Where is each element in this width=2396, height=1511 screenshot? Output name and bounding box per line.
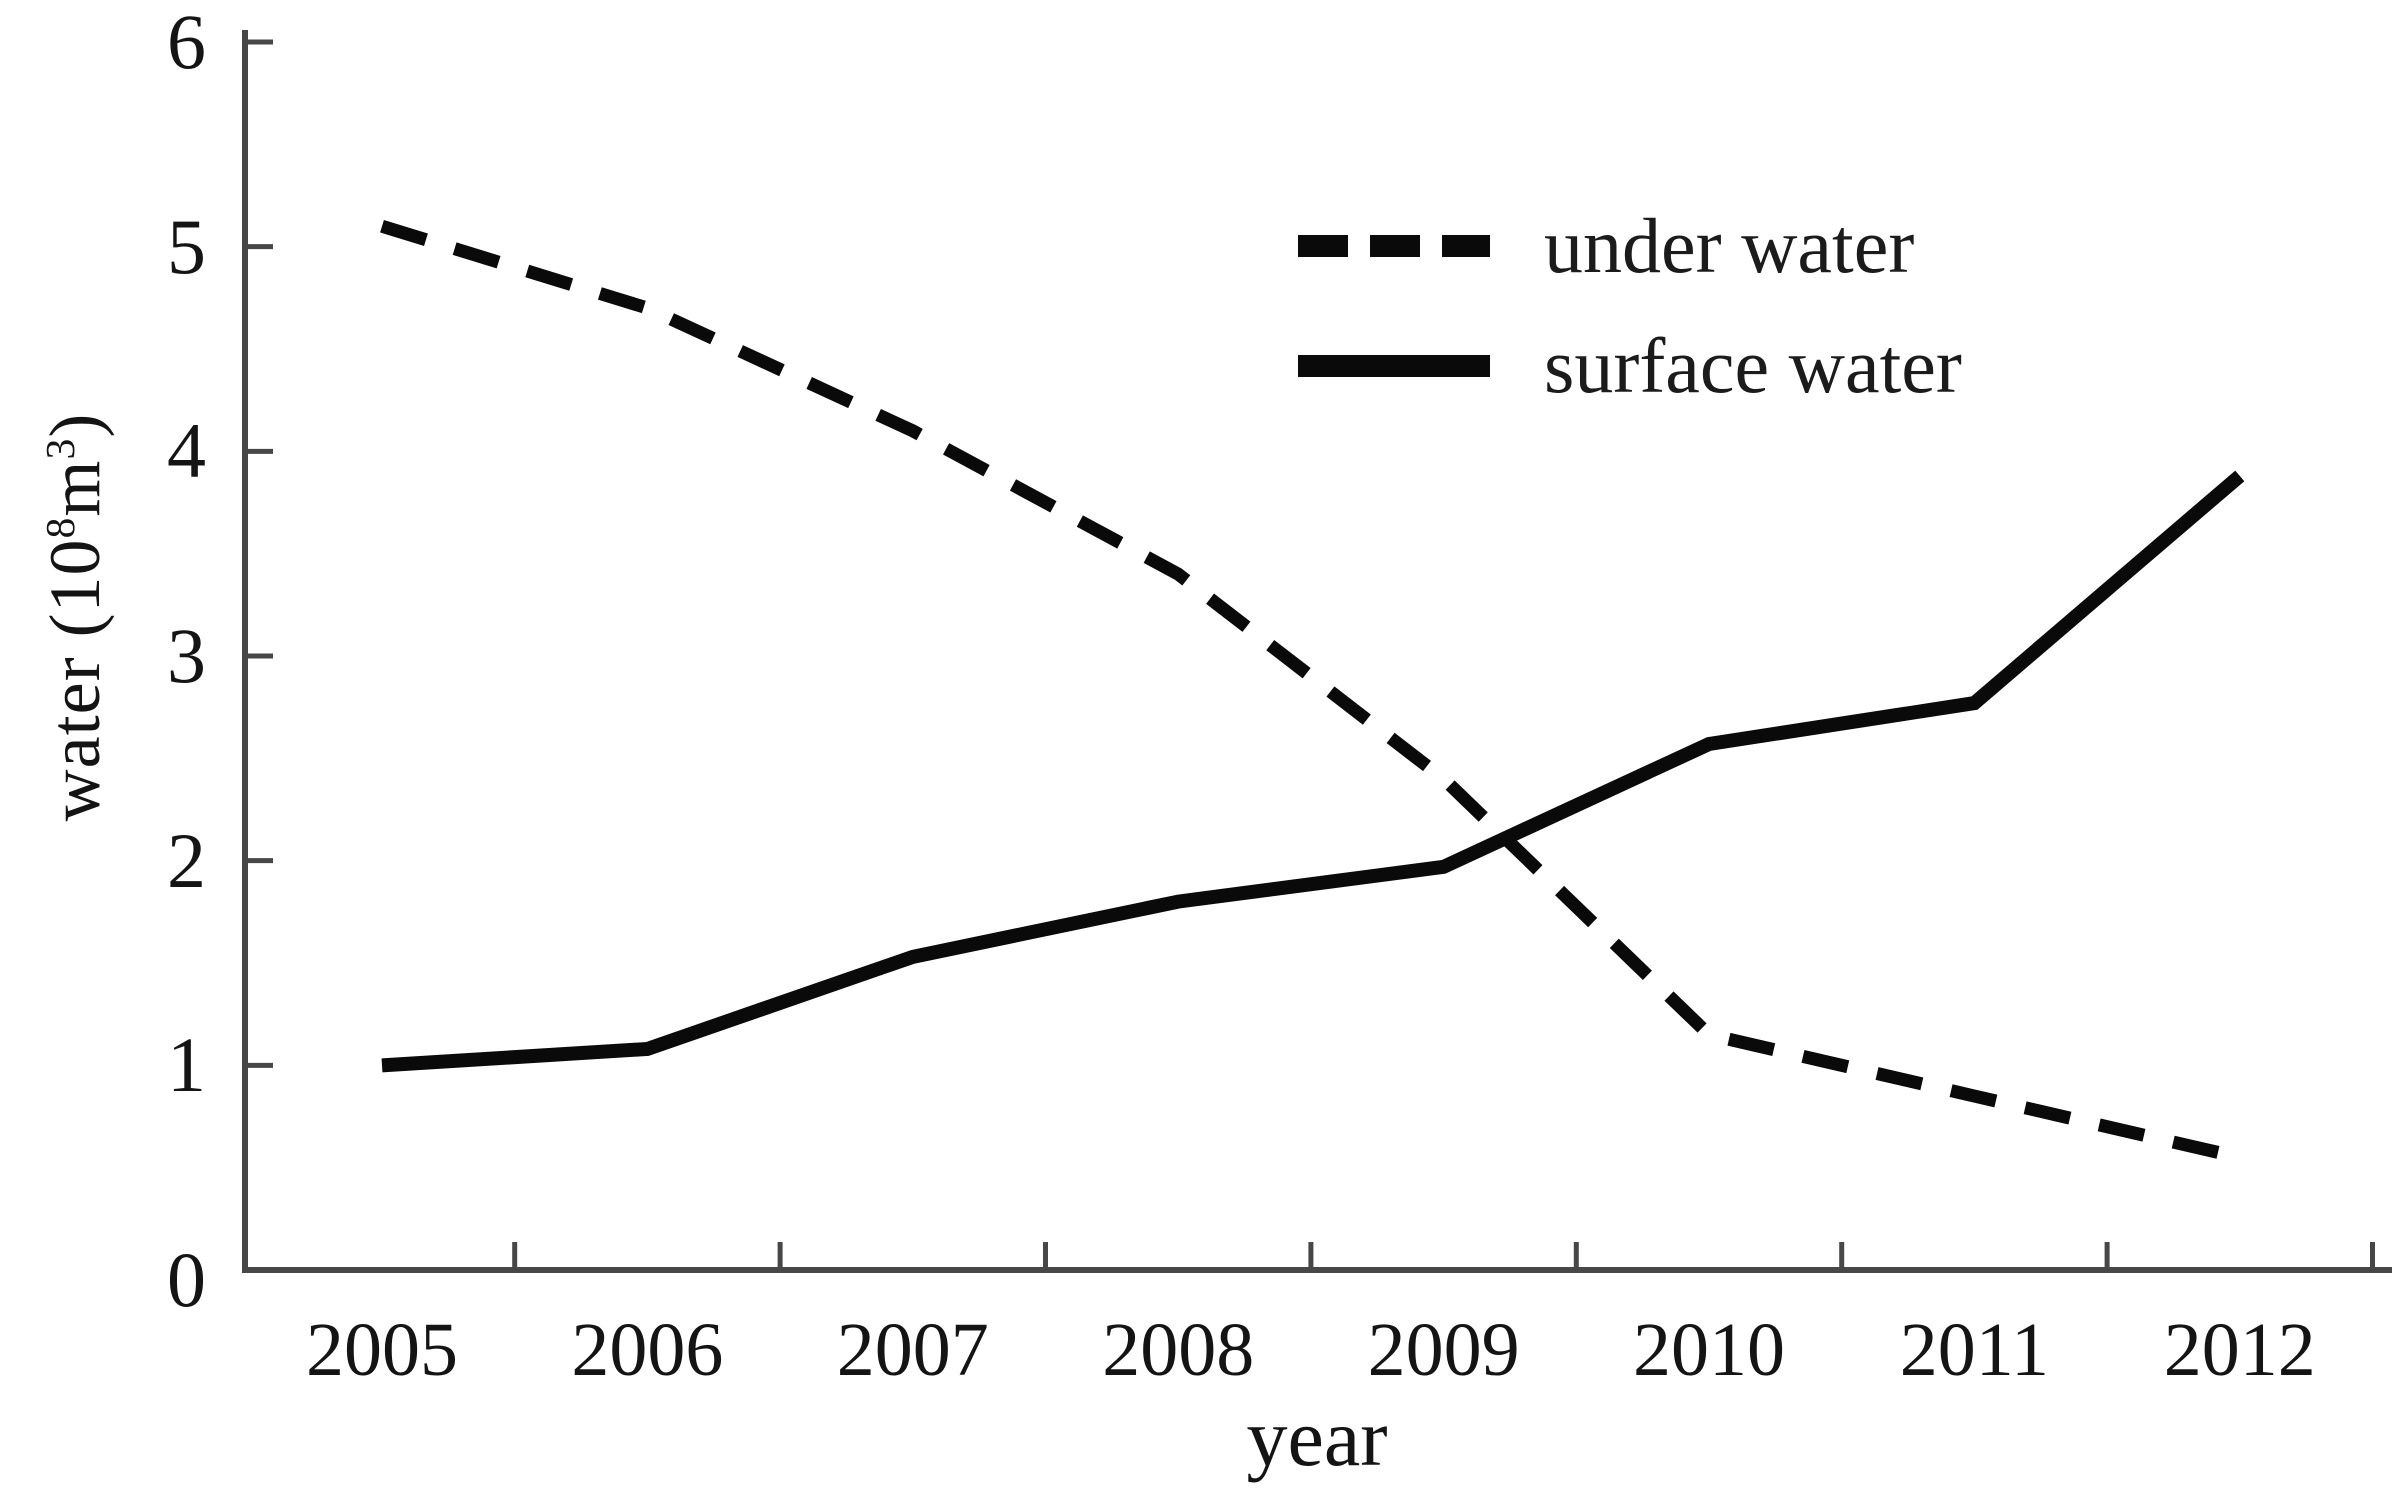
y-axis-title-text: water (10	[35, 538, 115, 822]
x-tick-label: 2007	[836, 1308, 989, 1392]
legend-item-surface-water: surface water	[1296, 306, 1962, 426]
y-tick-label: 4	[167, 407, 206, 495]
y-tick-label: 6	[167, 0, 206, 85]
x-tick-label: 2012	[2163, 1308, 2316, 1392]
y-axis-title-text: )	[35, 412, 115, 438]
y-tick-label: 3	[167, 612, 206, 699]
axes-lines	[242, 30, 2392, 1273]
legend-label-under-water: under water	[1544, 202, 1915, 289]
x-tick-label: 2008	[1102, 1308, 1255, 1392]
y-tick-label: 2	[167, 816, 206, 904]
x-tick-label: 2010	[1633, 1308, 1785, 1392]
x-axis-title: year	[1246, 1392, 1388, 1483]
series-line-under-water	[380, 219, 2242, 1164]
y-axis-title-superscript: 8	[38, 516, 84, 539]
x-tick-label: 2005	[306, 1308, 458, 1392]
series-line-surface-water	[381, 470, 2245, 1073]
y-axis-title-text: m	[35, 459, 115, 517]
y-tick-label: 1	[167, 1021, 206, 1109]
y-tick-label: 5	[167, 202, 206, 290]
x-tick-label: 2009	[1367, 1308, 1520, 1392]
legend-dash-sample	[1298, 235, 1490, 257]
legend-label-surface-water: surface water	[1544, 322, 1962, 409]
x-tick-label: 2011	[1899, 1308, 2049, 1392]
y-axis-title-superscript: 3	[38, 437, 84, 460]
y-tick-label: 0	[167, 1236, 206, 1323]
legend-item-under-water: under water	[1296, 186, 1914, 306]
legend-solid-sample	[1298, 355, 1490, 377]
y-axis-title: water (108m3)	[35, 334, 115, 900]
x-tick-label: 2006	[571, 1308, 724, 1392]
